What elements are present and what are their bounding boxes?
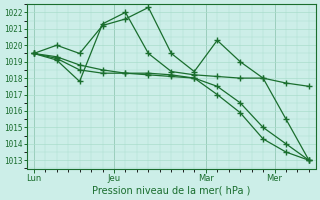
X-axis label: Pression niveau de la mer( hPa ): Pression niveau de la mer( hPa )	[92, 186, 251, 196]
